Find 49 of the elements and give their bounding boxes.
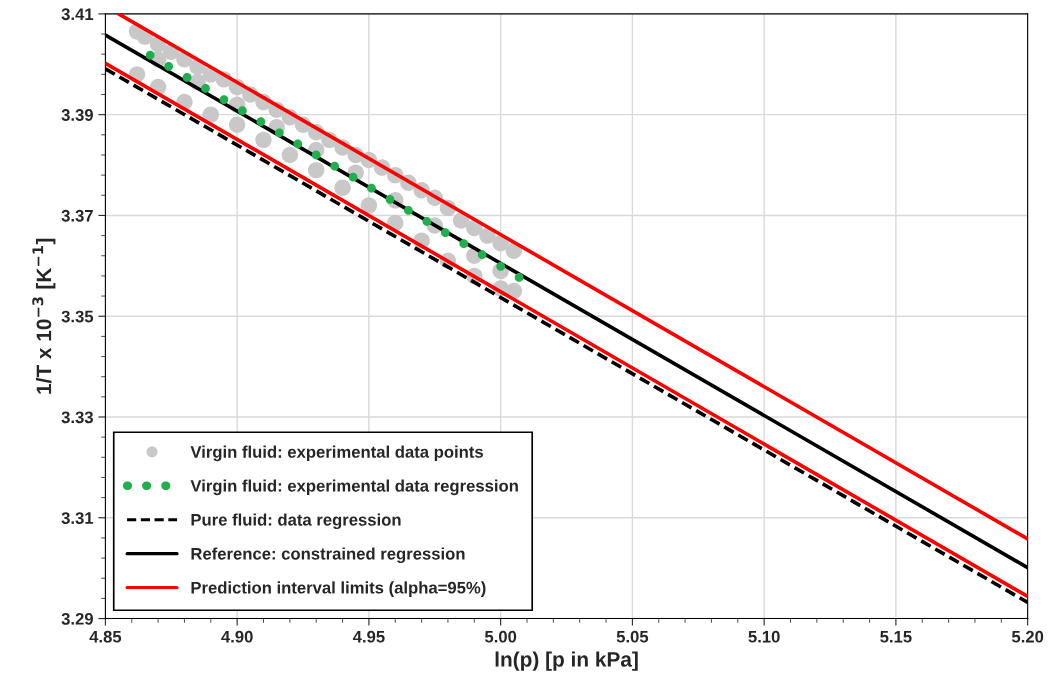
x-tick-label: 5.05 [616,630,649,643]
point [201,84,210,93]
x-tick-label: 5.15 [880,630,912,643]
point [274,128,284,138]
point [422,217,432,226]
point [228,116,246,133]
legend-label: Prediction interval limits (alpha=95%) [191,581,486,597]
point [293,139,303,149]
legend-label: Reference: constrained regression [191,547,465,564]
x-tick-label: 5.10 [748,630,780,643]
y-tick-label: 3.35 [61,310,94,323]
point [255,131,272,149]
point [219,95,229,104]
point [459,239,469,249]
point [307,161,325,179]
point [367,183,376,193]
point [385,194,395,204]
y-tick-label: 3.41 [61,8,94,21]
point [145,50,155,60]
point [311,150,321,160]
y-tick-label: 3.39 [61,109,93,121]
y-tick-label: 3.33 [61,411,93,424]
point [440,228,450,237]
point [182,73,192,82]
point [477,250,487,260]
point [330,161,340,171]
point [514,273,524,282]
y-tick-label: 3.29 [61,612,93,625]
x-tick-label: 5.00 [484,630,517,643]
point [202,106,220,123]
x-tick-label: 4.85 [89,630,122,643]
y-axis-title: 1/T x 10$^{−3}$ [K$^{−1}$] [32,238,56,394]
x-tick-label: 4.95 [352,630,385,643]
x-tick-label: 5.20 [1011,630,1044,643]
y-tick-label: 3.31 [61,512,94,524]
x-tick-label: 4.90 [221,630,253,643]
point [360,197,378,214]
point [281,146,299,164]
point [256,117,266,127]
point [238,106,247,116]
point [496,261,506,271]
y-tick-label: 3.37 [61,209,93,222]
point [164,61,174,71]
legend-label: Pure fluid: data regression [191,513,401,530]
legend-label: Virgin fluid: experimental data points [190,445,483,462]
x-axis-title: ln(p) [p in kPa] [495,651,638,671]
legend-label: Virgin fluid: experimental data regression [190,479,518,496]
point [334,179,351,196]
point [404,206,413,215]
